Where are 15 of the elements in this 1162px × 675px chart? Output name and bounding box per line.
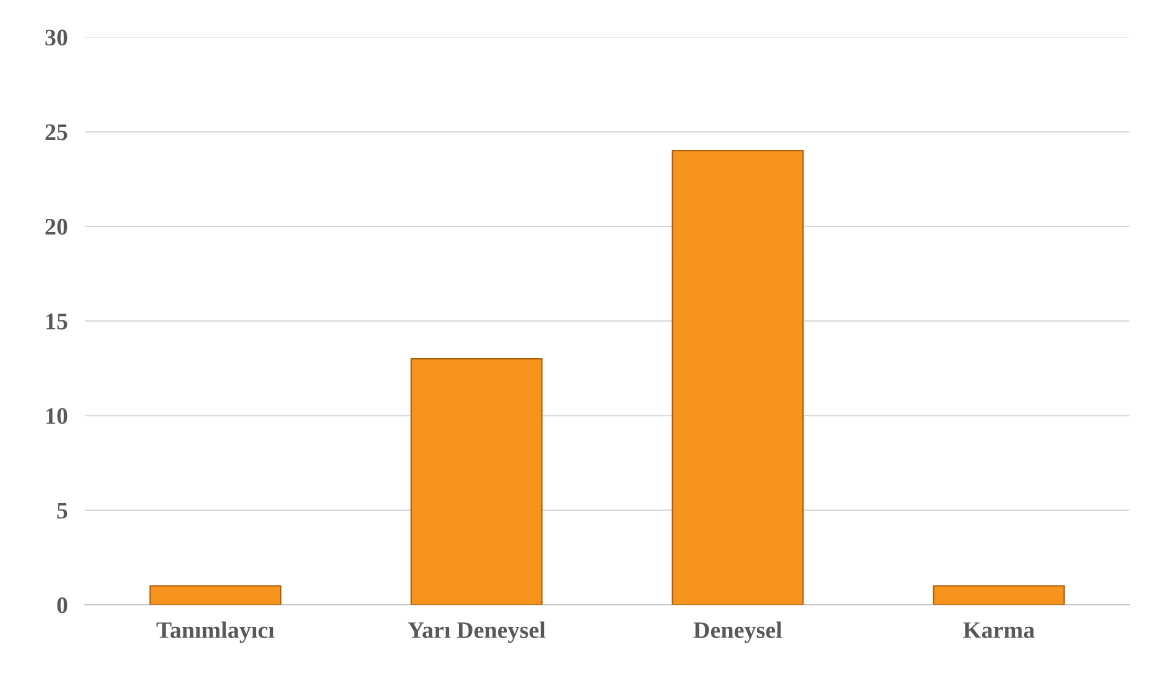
bar — [410, 358, 543, 605]
y-tick-label: 25 — [45, 124, 68, 141]
y-tick-label: 5 — [57, 502, 68, 519]
bar — [671, 149, 804, 605]
bar — [149, 585, 282, 605]
y-tick-label: 20 — [45, 218, 68, 235]
y-tick-label: 30 — [45, 29, 68, 46]
y-tick-label: 15 — [46, 313, 68, 330]
y-tick-label: 0 — [57, 597, 68, 614]
x-tick-label: Deneysel — [693, 621, 782, 643]
bar — [932, 585, 1065, 605]
x-tick-label: Karma — [963, 622, 1035, 639]
y-tick-label: 10 — [46, 408, 68, 424]
x-tick-label: Yarı Deneysel — [407, 621, 546, 643]
x-tick-label: Tanımlayıcı — [156, 621, 275, 643]
